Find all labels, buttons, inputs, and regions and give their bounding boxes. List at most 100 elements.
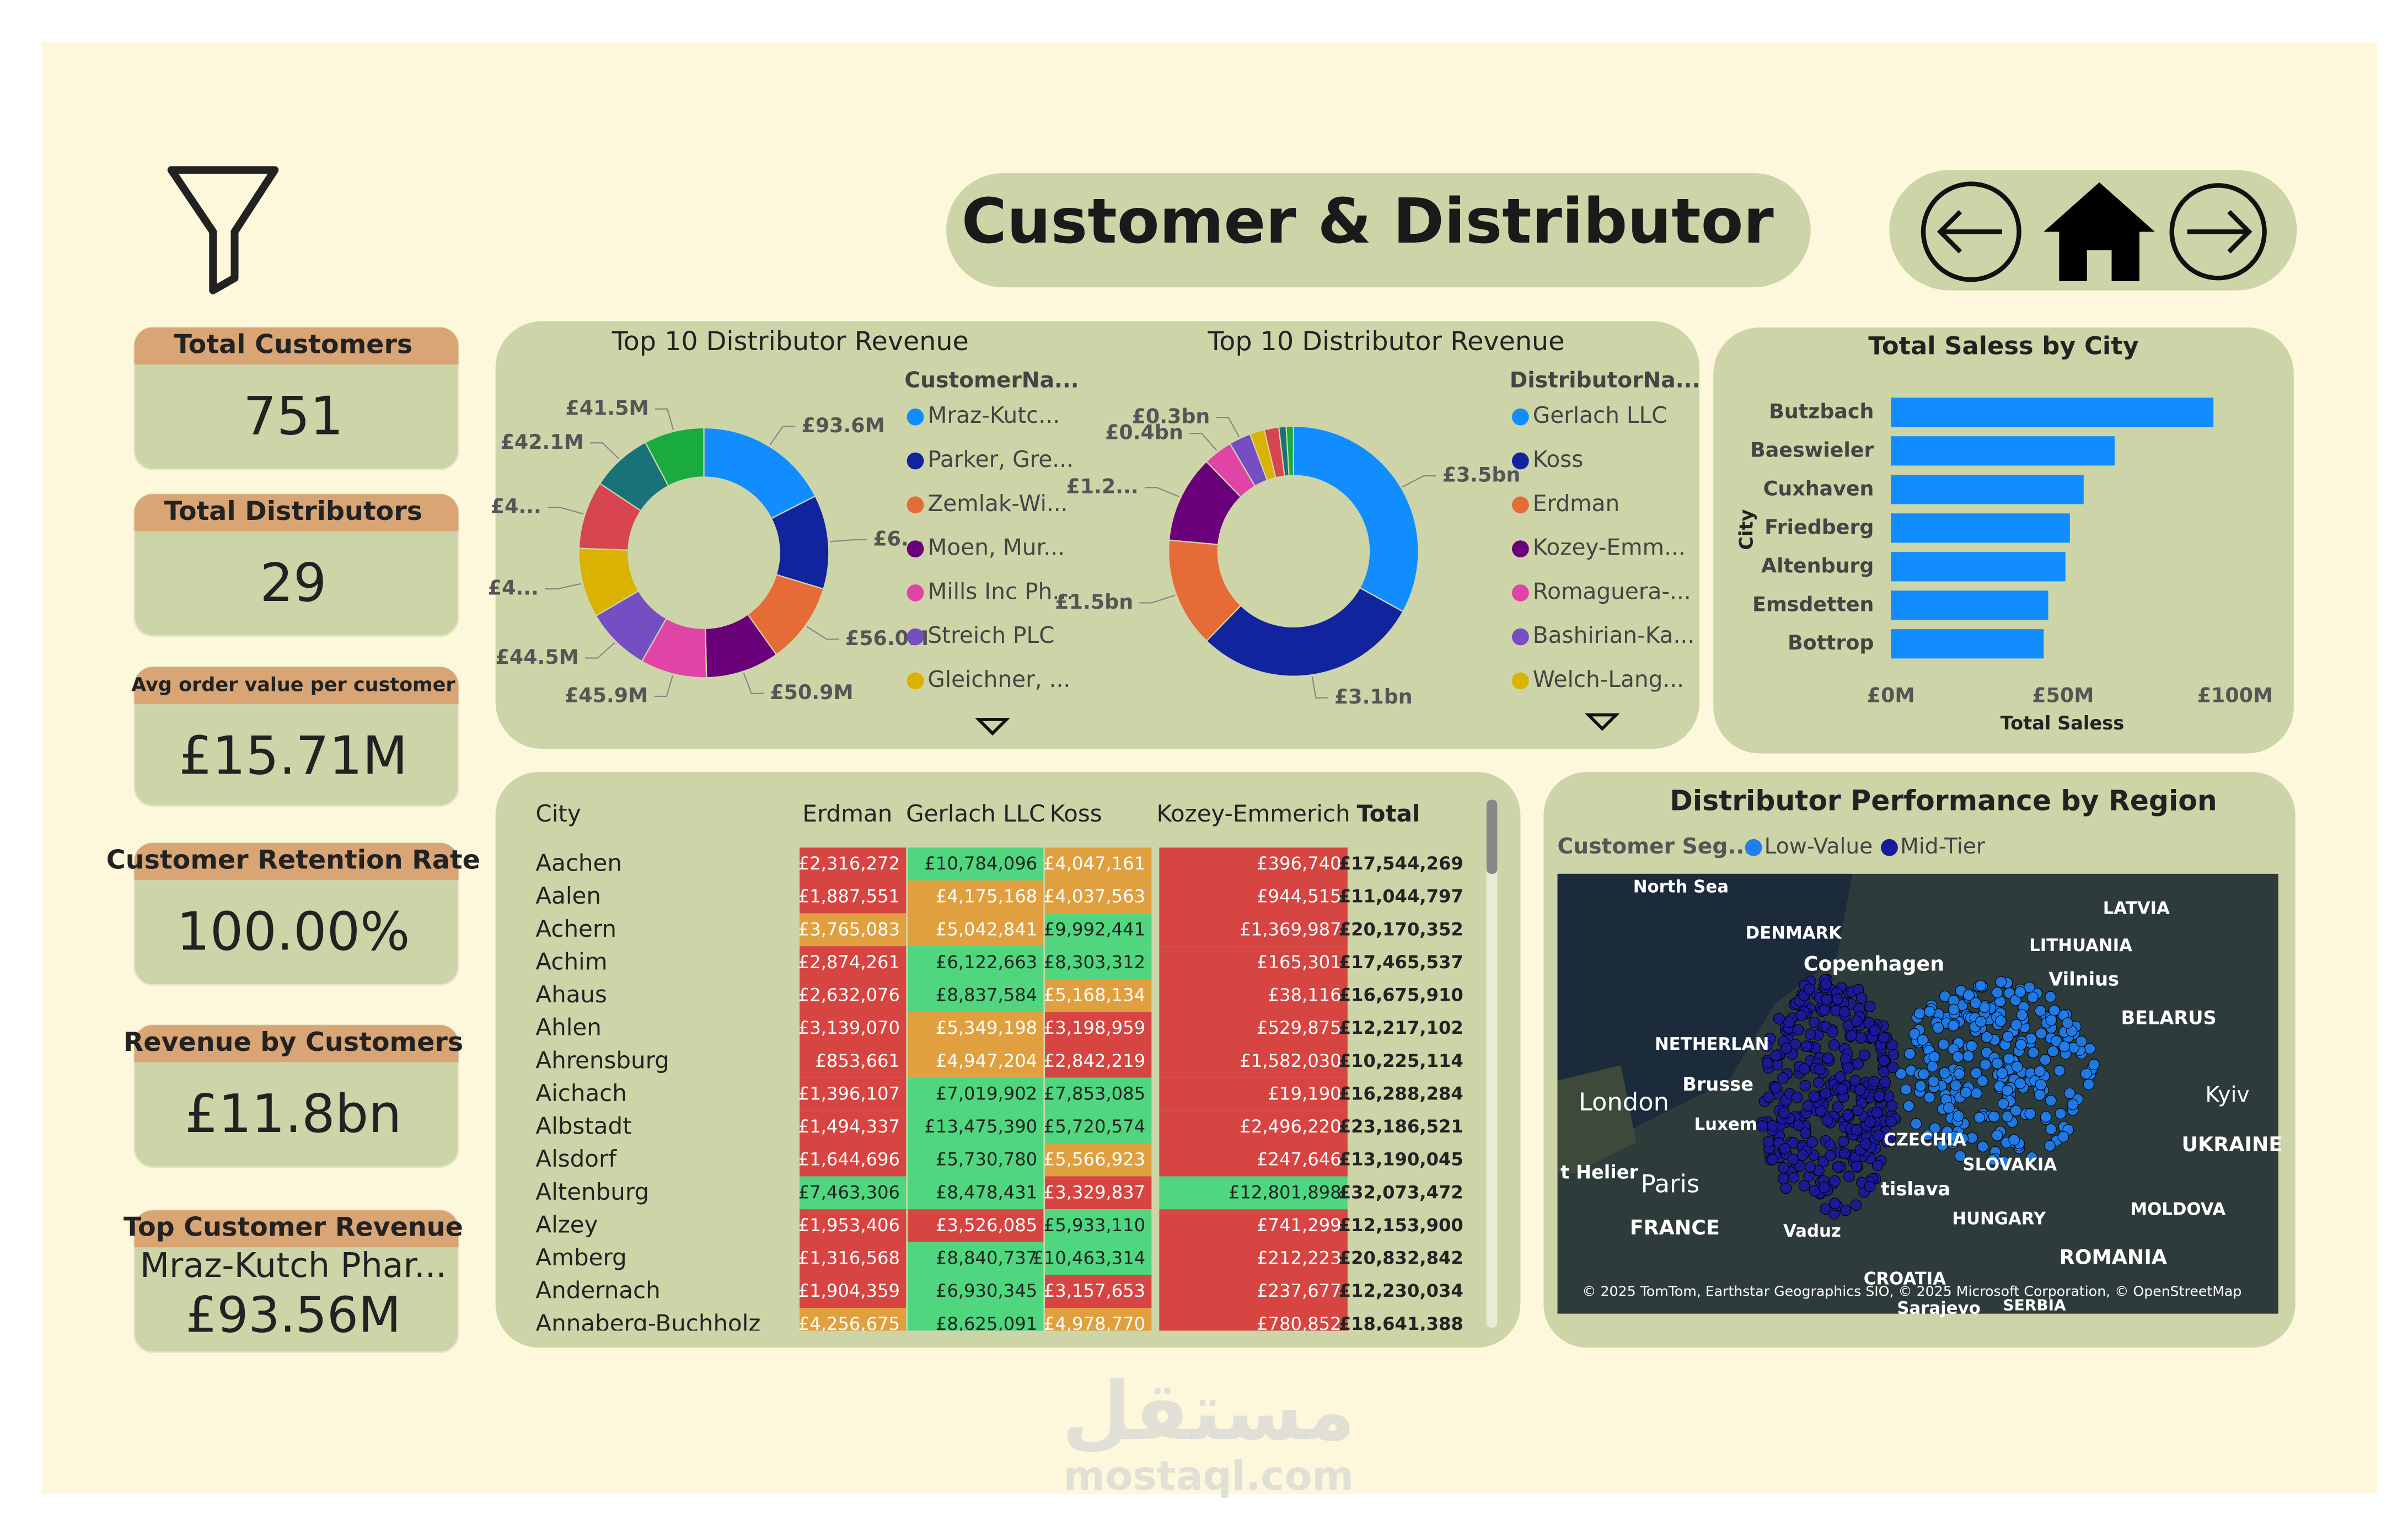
map-point	[1995, 1015, 2007, 1027]
watermark: مستقل	[1062, 1365, 1355, 1458]
map-point	[1975, 1016, 1987, 1028]
map-point	[1991, 1129, 2003, 1141]
chart-title: Top 10 Distributor Revenue	[612, 326, 969, 357]
map-point	[1885, 1115, 1897, 1128]
map-place-label: SERBIA	[2003, 1296, 2066, 1314]
map-point	[1900, 1083, 1912, 1096]
map-point	[2014, 1077, 2026, 1089]
row-label: Ahlen	[535, 1014, 601, 1041]
row-total: £13,190,045	[1339, 1149, 1463, 1170]
map-point	[1970, 1067, 1982, 1079]
page-title: Customer & Distributor	[962, 186, 1774, 257]
map-point	[1871, 1107, 1883, 1119]
cell-bg	[800, 1045, 907, 1078]
map-point	[1970, 997, 1982, 1009]
cell-bg	[800, 847, 907, 881]
map-point	[1777, 1173, 1789, 1185]
legend-swatch	[907, 540, 924, 557]
back-button[interactable]	[1921, 181, 2021, 282]
map-point	[1828, 1198, 1841, 1210]
leader-line	[548, 507, 584, 515]
map-point	[2040, 1111, 2052, 1123]
cell-value: £8,303,312	[1044, 952, 1145, 973]
map-point	[1822, 1053, 1834, 1064]
map-point	[2002, 1085, 2013, 1097]
cell-bg	[1045, 1110, 1152, 1144]
map-point	[1787, 1153, 1799, 1166]
map-point	[1767, 1120, 1779, 1132]
row-total: £17,544,269	[1339, 853, 1463, 874]
map-point	[1904, 1048, 1916, 1060]
cell-bg	[1159, 913, 1348, 947]
map-place-label: BELARUS	[2121, 1007, 2216, 1028]
leader-line	[1402, 475, 1436, 488]
data-label: £45.9M	[565, 684, 648, 707]
row-label: Aachen	[535, 850, 622, 877]
map-point	[1873, 1090, 1885, 1102]
map-point	[1864, 1116, 1876, 1128]
kpi-label: Total Distributors	[164, 496, 422, 527]
legend-label: Erdman	[1533, 490, 1619, 517]
kpi-header	[134, 327, 459, 365]
map-point	[1838, 1006, 1851, 1018]
map-point	[1773, 1013, 1785, 1025]
cell-bg	[1159, 880, 1348, 914]
row-total: £23,186,521	[1339, 1116, 1463, 1137]
row-label: Alzey	[535, 1211, 598, 1238]
data-label: £42.1M	[501, 430, 584, 454]
map-point	[1917, 1034, 1929, 1046]
map-point	[2002, 1110, 2013, 1123]
drill-icon[interactable]	[1584, 713, 1620, 731]
map-point	[1756, 1120, 1768, 1132]
leader-line	[806, 626, 839, 640]
row-label: Ahrensburg	[535, 1046, 669, 1073]
row-total: £12,230,034	[1339, 1280, 1463, 1301]
map-place-label: London	[1579, 1087, 1669, 1116]
forward-button[interactable]	[2169, 183, 2267, 281]
cell-bg	[908, 913, 1044, 947]
cell-value: £12,801,898	[1229, 1182, 1342, 1202]
map-point	[1971, 1087, 1983, 1099]
y-tick-label: Friedberg	[1765, 515, 1874, 539]
map-point	[1849, 1075, 1862, 1086]
donut-segment	[1205, 587, 1404, 677]
map-point	[2034, 1089, 2046, 1101]
map-point	[1804, 1028, 1816, 1040]
map-point	[1839, 1204, 1852, 1216]
filter-icon[interactable]	[167, 166, 279, 294]
y-tick-label: Altenburg	[1761, 554, 1874, 577]
leader-line	[1311, 676, 1328, 699]
map-point	[1864, 1001, 1876, 1012]
map-point	[1932, 1022, 1944, 1034]
map-point	[1846, 1030, 1857, 1042]
cell-bg	[800, 1275, 907, 1308]
cell-bg	[908, 1143, 1044, 1177]
leader-line	[654, 675, 673, 697]
kpi-label: Customer Retention Rate	[106, 845, 480, 875]
legend-label: Gerlach LLC	[1533, 402, 1667, 428]
map-point	[1960, 1087, 1972, 1098]
x-tick-label: £100M	[2197, 683, 2273, 707]
map-point	[1995, 976, 2007, 988]
cell-bg	[1045, 1242, 1152, 1275]
donut-segment	[644, 427, 705, 487]
bar	[1891, 629, 2044, 659]
map-point	[1837, 1136, 1849, 1147]
home-button[interactable]	[2044, 182, 2155, 281]
map-point	[1820, 978, 1832, 990]
drill-icon[interactable]	[975, 718, 1010, 736]
map-point	[1819, 1005, 1830, 1016]
cell-bg	[908, 979, 1044, 1012]
scrollbar-thumb[interactable]	[1486, 799, 1498, 874]
cell-value: £10,463,314	[1032, 1248, 1145, 1269]
map-point	[1850, 1199, 1862, 1211]
map-point	[1929, 1123, 1941, 1134]
cell-bg	[908, 1045, 1044, 1078]
row-label: Alsdorf	[535, 1145, 617, 1172]
cell-value: £4,175,168	[936, 886, 1037, 907]
cell-bg	[800, 1176, 907, 1210]
map-point	[1799, 1128, 1811, 1139]
cell-bg	[908, 946, 1044, 979]
map-point	[1842, 1109, 1854, 1121]
map-point	[2083, 1078, 2095, 1091]
